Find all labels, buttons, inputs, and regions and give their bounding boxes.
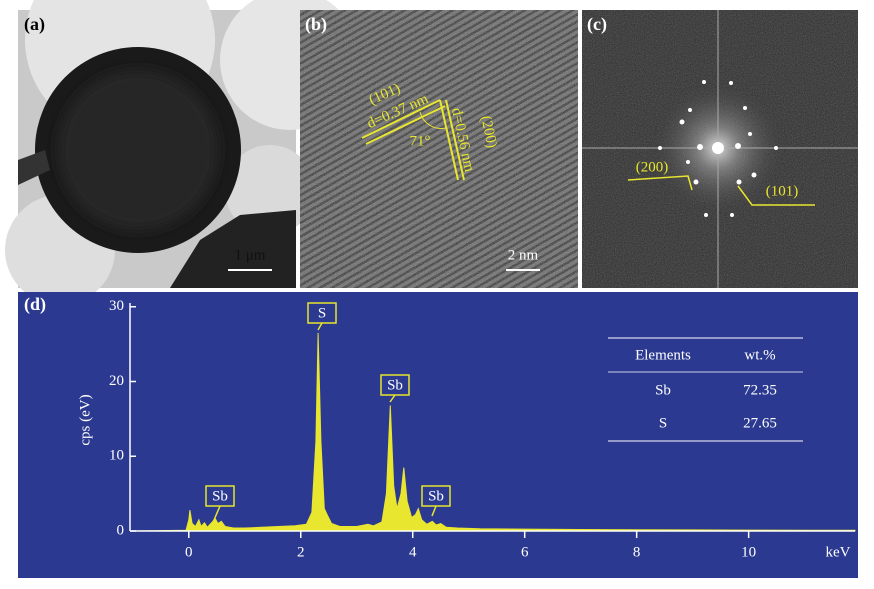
y-tick-label: 10 bbox=[109, 448, 124, 464]
panel-d: (d) cps (eV) keV bbox=[18, 292, 858, 578]
fringe-marker bbox=[361, 99, 446, 145]
table-cell: 72.35 bbox=[743, 382, 777, 398]
annotation-box bbox=[205, 485, 235, 507]
pointer bbox=[737, 185, 815, 206]
table-cell: S bbox=[659, 415, 667, 431]
panel-background bbox=[18, 292, 858, 578]
annotation-box bbox=[307, 302, 337, 324]
panel-label: (d) bbox=[24, 294, 46, 315]
plane-label: (200) bbox=[477, 114, 499, 149]
peak-label: Sb bbox=[212, 488, 228, 504]
y-tick-label: 0 bbox=[117, 522, 125, 538]
x-tick-label: 2 bbox=[297, 544, 305, 560]
peak-label: Sb bbox=[428, 488, 444, 504]
pointer bbox=[627, 175, 693, 191]
particle-fragment bbox=[18, 150, 50, 185]
x-tick-label: 0 bbox=[185, 544, 193, 560]
x-tick-label: 4 bbox=[409, 544, 417, 560]
y-axis-label: cps (eV) bbox=[77, 394, 93, 445]
table-header: wt.% bbox=[744, 347, 775, 363]
panel-label: (a) bbox=[24, 14, 45, 35]
annotation-pointer bbox=[431, 505, 437, 517]
y-tick-label: 20 bbox=[109, 373, 124, 389]
x-tick-label: 10 bbox=[741, 544, 756, 560]
fringe-marker bbox=[439, 99, 465, 181]
peak-label: S bbox=[318, 305, 326, 321]
table-header: Elements bbox=[635, 347, 691, 363]
particle-core bbox=[58, 70, 218, 230]
peak-label: Sb bbox=[387, 377, 403, 393]
table-cell: 27.65 bbox=[743, 415, 777, 431]
x-tick-label: 8 bbox=[633, 544, 641, 560]
spot-label: (101) bbox=[766, 183, 799, 199]
angle-label: 71° bbox=[410, 133, 431, 149]
angle-arc bbox=[419, 111, 447, 129]
diffraction-spots bbox=[658, 80, 778, 217]
scale-bar-label: 2 nm bbox=[508, 247, 539, 263]
spot-label: (200) bbox=[636, 159, 669, 175]
annotation-box bbox=[380, 374, 410, 396]
spectrum bbox=[132, 332, 856, 532]
annotation-pointer bbox=[317, 322, 323, 331]
noise-texture bbox=[300, 10, 578, 288]
annotation-pointer bbox=[213, 505, 221, 521]
panel-label: (b) bbox=[305, 14, 327, 35]
y-tick-label: 30 bbox=[109, 298, 124, 314]
panel-b: (b) (101) d=0.37 nm 71° d=0.56 nm (200) … bbox=[300, 10, 578, 288]
annotation-box bbox=[421, 485, 451, 507]
panel-a: (a) 1 μm bbox=[5, 0, 360, 305]
x-tick-label: 6 bbox=[521, 544, 529, 560]
x-axis-label: keV bbox=[826, 544, 851, 560]
scale-bar-label: 1 μm bbox=[235, 247, 266, 263]
table-cell: Sb bbox=[655, 382, 671, 398]
panel-c: (c) (200) (101) bbox=[582, 10, 858, 288]
annotation-pointer bbox=[389, 394, 396, 403]
panel-label: (c) bbox=[587, 14, 607, 35]
particle-cluster bbox=[170, 210, 296, 288]
